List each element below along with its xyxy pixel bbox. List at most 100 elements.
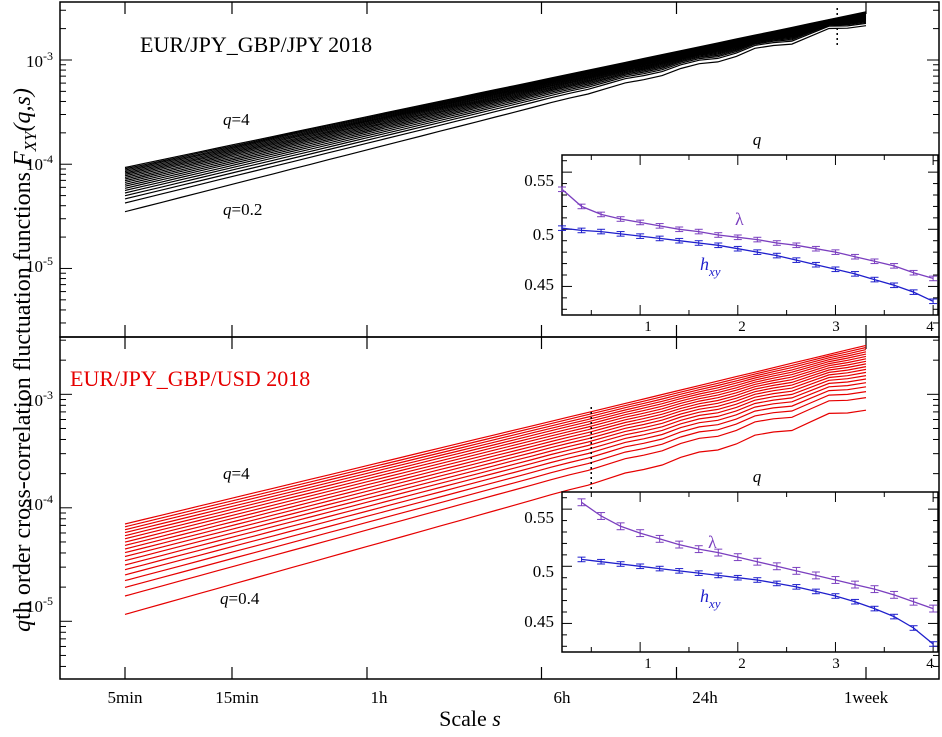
x-axis-label: Scale s: [439, 706, 501, 731]
bottom-inset-series-0-errorbar-18: [929, 604, 938, 613]
bottom-inset-series-0-errorbar-6: [694, 545, 703, 554]
top-series-q-1.4: [124, 18, 867, 189]
bottom-inset-xlabel: q: [753, 467, 762, 486]
bottom-inset-frame: [561, 491, 939, 653]
bottom-inset-series-0-errorbar-1: [597, 512, 606, 520]
xtick-1h: 1h: [371, 688, 389, 707]
top-series-q-1.0: [124, 19, 867, 194]
bottom-inset-series-0-errorbar-4: [655, 534, 664, 543]
top-inset-series-1-errorbar-12: [792, 257, 801, 263]
bottom-inset-xtick-1: 1: [644, 656, 652, 672]
bottom-inset-hxy-label: hxy: [700, 586, 721, 611]
bottom-series-q-1.4: [124, 378, 867, 571]
top-inset-series-0-errorbar-1: [577, 203, 586, 210]
bottom-inset-series-1-errorbar-14: [850, 598, 859, 605]
bottom-series-q-1.2: [124, 382, 867, 576]
top-inset-series-1-errorbar-13: [811, 261, 820, 268]
bottom-inset-series-1-errorbar-6: [694, 570, 703, 576]
bottom-label-q04: q=0.4: [220, 589, 260, 608]
bottom-series-q-2.4: [124, 363, 867, 550]
top-inset-xtick-4: 4: [926, 319, 934, 335]
bottom-inset-series-1-errorbar-0: [577, 556, 586, 563]
bottom-inset: q 0.55 0.5 0.45 1 2 3 4 λ hxy: [524, 467, 939, 672]
bottom-series-q-0.4: [124, 409, 867, 615]
bottom-inset-series-0-errorbar-12: [811, 571, 820, 580]
top-inset-series-0-errorbar-6: [675, 226, 684, 233]
bottom-inset-xtick-2: 2: [738, 656, 746, 672]
bottom-inset-ytick-055: 0.55: [524, 508, 554, 527]
top-series-lines: [124, 11, 867, 213]
bottom-panel-title: EUR/JPY_GBP/USD 2018: [70, 366, 310, 391]
top-series-q-1.2: [124, 19, 867, 192]
bottom-inset-series-1-errorbar-15: [870, 605, 879, 612]
bottom-panel: EUR/JPY_GBP/USD 2018 q=4 q=0.4 10-5 10-4…: [26, 336, 940, 680]
bottom-inset-series-0-errorbar-14: [850, 580, 859, 589]
bottom-inset-series-1-errorbar-9: [753, 577, 762, 583]
bottom-inset-series-0-errorbar-2: [616, 522, 625, 531]
bottom-inset-series-1-errorbar-12: [811, 588, 820, 595]
top-inset-hxy-label: hxy: [700, 254, 721, 279]
top-inset-series-0-errorbar-3: [616, 216, 625, 222]
bottom-inset-series-0-errorbar-15: [870, 585, 879, 594]
top-label-q4: q=4: [223, 110, 250, 129]
top-label-q02: q=0.2: [223, 200, 262, 219]
bottom-series-q-1.8: [124, 371, 867, 562]
bottom-series-q-0.8: [124, 391, 867, 588]
top-inset-series-1-line: [561, 227, 934, 302]
top-inset-series-0-errorbar-15: [850, 253, 859, 260]
bottom-inset-series-0-errorbar-13: [831, 576, 840, 584]
top-inset-series-0-line: [561, 188, 934, 280]
top-series-q-4.0: [124, 11, 867, 169]
bottom-inset-series-1-errorbar-8: [733, 574, 742, 581]
top-series-q-1.6: [124, 17, 867, 187]
bottom-inset-series-1-errorbar-4: [655, 565, 664, 572]
bottom-inset-series-1-errorbar-11: [792, 584, 801, 590]
top-inset-series-0-errorbar-2: [597, 211, 606, 218]
top-series-q-0.6: [124, 21, 867, 200]
top-inset-series-1-errorbar-7: [694, 240, 703, 246]
top-inset-series-0-errorbar-13: [811, 245, 820, 252]
bottom-inset-series-0-errorbar-9: [753, 557, 762, 566]
top-panel: EUR/JPY_GBP/JPY 2018 q=4 q=0.2 10-5 10-4…: [26, 1, 940, 338]
bottom-series-q-3.8: [124, 346, 867, 528]
bottom-inset-xtick-3: 3: [832, 656, 840, 672]
bottom-inset-series-1-errorbar-17: [909, 625, 918, 631]
top-inset-series-0-errorbar-17: [890, 263, 899, 269]
top-inset-series-1-errorbar-19: [929, 298, 938, 305]
bottom-inset-xtick-4: 4: [926, 656, 934, 672]
bottom-series-q-4.0: [124, 344, 867, 525]
top-ytick-1e-4: 10-4: [26, 152, 53, 174]
top-inset-series-1-errorbar-8: [714, 242, 723, 249]
top-inset-lambda-label: λ: [735, 209, 744, 229]
bottom-series-q-2.8: [124, 358, 867, 543]
bottom-series-q-2.6: [124, 360, 867, 546]
bottom-inset-series: [577, 498, 938, 647]
top-inset-series-0-errorbar-18: [909, 269, 918, 276]
top-panel-title: EUR/JPY_GBP/JPY 2018: [140, 32, 372, 57]
top-inset-series-1-errorbar-9: [733, 245, 742, 252]
bottom-inset-series-1-errorbar-13: [831, 593, 840, 599]
bottom-inset-ticks: [562, 492, 938, 652]
bottom-inset-series-1-errorbar-3: [636, 563, 645, 570]
top-inset-series-0-errorbar-4: [636, 219, 645, 226]
bottom-series-q-1.0: [124, 386, 867, 582]
top-inset-xtick-2: 2: [738, 319, 746, 335]
xtick-15min: 15min: [215, 688, 259, 707]
xtick-1week: 1week: [844, 688, 889, 707]
xtick-24h: 24h: [692, 688, 718, 707]
bottom-inset-series-0-errorbar-3: [636, 529, 645, 538]
bottom-series-q-3.4: [124, 351, 867, 534]
top-inset-series-1-errorbar-10: [753, 249, 762, 255]
top-inset-series-0-errorbar-8: [714, 232, 723, 238]
top-inset-frame: [561, 154, 939, 316]
top-inset-series-0-errorbar-5: [655, 223, 664, 229]
bottom-label-q4: q=4: [223, 464, 250, 483]
top-inset-series: [558, 186, 938, 305]
top-inset-series-0-errorbar-16: [870, 258, 879, 265]
top-inset-series-0-errorbar-9: [733, 234, 742, 241]
bottom-inset-series-0-errorbar-10: [772, 562, 781, 571]
bottom-inset-ytick-045: 0.45: [524, 612, 554, 631]
top-inset-series-1-errorbar-5: [655, 235, 664, 242]
bottom-series-lines: [124, 344, 867, 615]
bottom-series-q-0.6: [124, 397, 867, 597]
